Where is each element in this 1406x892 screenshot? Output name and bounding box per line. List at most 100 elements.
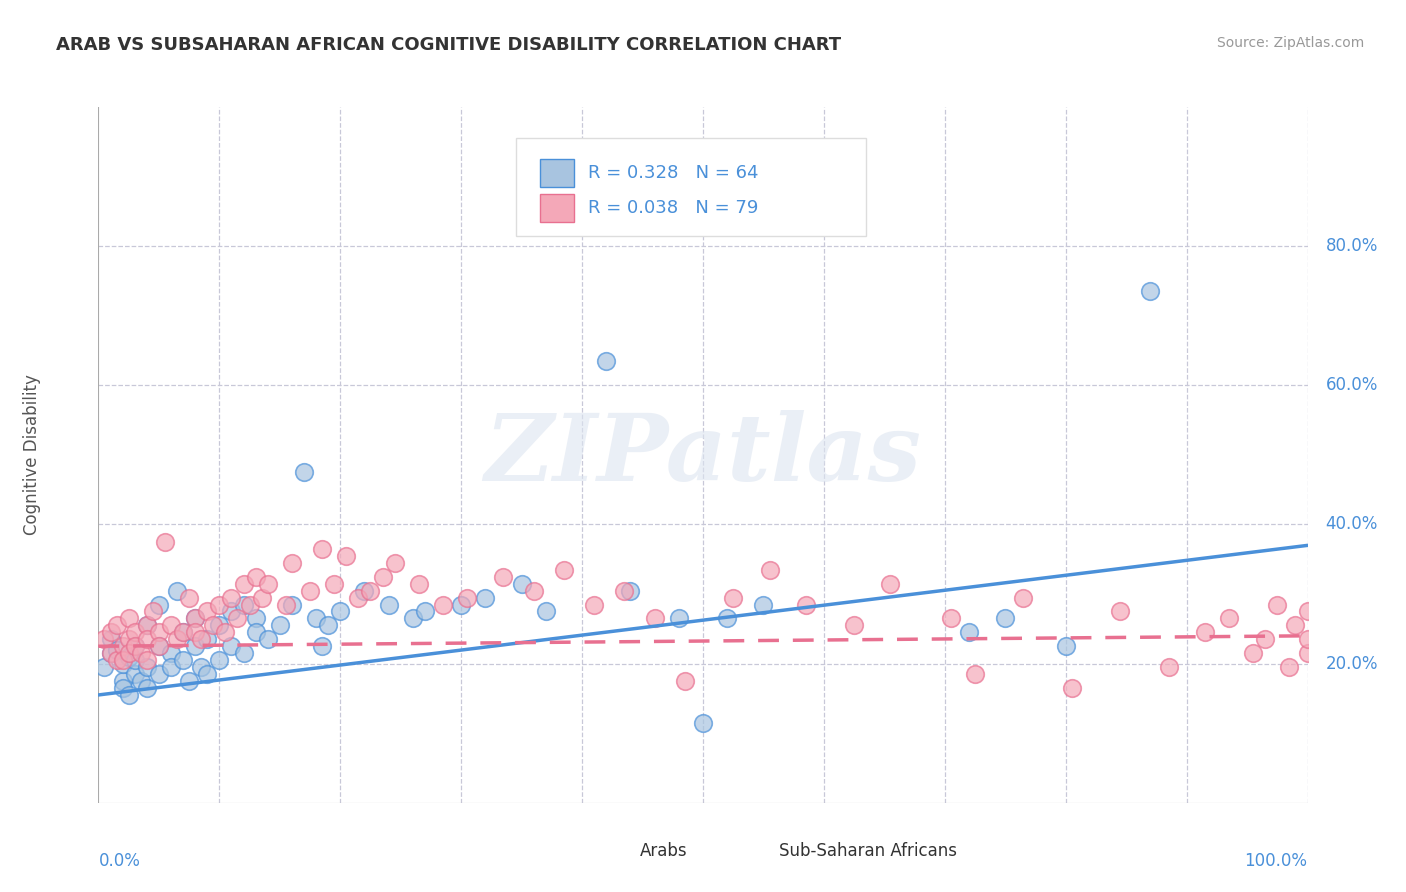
Point	[172, 625, 194, 640]
Point	[965, 667, 987, 681]
Point	[124, 625, 146, 640]
Point	[208, 598, 231, 612]
Point	[377, 598, 399, 612]
Point	[177, 591, 201, 605]
Point	[298, 583, 321, 598]
Point	[142, 605, 165, 619]
Point	[879, 576, 901, 591]
Point	[111, 681, 134, 695]
Point	[135, 653, 157, 667]
Point	[534, 605, 557, 619]
Text: ZIPatlas: ZIPatlas	[485, 410, 921, 500]
Point	[794, 598, 817, 612]
Point	[93, 660, 115, 674]
Point	[450, 598, 472, 612]
Point	[118, 688, 141, 702]
Point	[111, 657, 134, 671]
Point	[1060, 681, 1083, 695]
Point	[384, 556, 406, 570]
Point	[1157, 660, 1180, 674]
Point	[281, 556, 304, 570]
Point	[371, 570, 394, 584]
Point	[644, 611, 666, 625]
Text: 40.0%: 40.0%	[1326, 516, 1378, 533]
Point	[844, 618, 866, 632]
Point	[129, 646, 152, 660]
Point	[1012, 591, 1035, 605]
Point	[160, 660, 183, 674]
Point	[523, 583, 546, 598]
Point	[402, 611, 425, 625]
Point	[311, 541, 333, 556]
Point	[245, 570, 267, 584]
Point	[166, 632, 188, 647]
Point	[93, 632, 115, 647]
Point	[1241, 646, 1264, 660]
Point	[613, 583, 636, 598]
Point	[274, 598, 297, 612]
Point	[716, 611, 738, 625]
Point	[456, 591, 478, 605]
Point	[245, 611, 267, 625]
Text: R = 0.328   N = 64: R = 0.328 N = 64	[588, 164, 759, 182]
Point	[172, 653, 194, 667]
Point	[202, 618, 225, 632]
Point	[413, 605, 436, 619]
FancyBboxPatch shape	[745, 839, 772, 862]
Point	[124, 639, 146, 653]
Point	[124, 667, 146, 681]
Text: ARAB VS SUBSAHARAN AFRICAN COGNITIVE DISABILITY CORRELATION CHART: ARAB VS SUBSAHARAN AFRICAN COGNITIVE DIS…	[56, 36, 841, 54]
Point	[492, 570, 515, 584]
Point	[1296, 632, 1319, 647]
Point	[305, 611, 328, 625]
Point	[595, 354, 617, 368]
Point	[118, 646, 141, 660]
Point	[1296, 646, 1319, 660]
Point	[221, 591, 243, 605]
Point	[221, 639, 243, 653]
Text: 20.0%: 20.0%	[1326, 655, 1378, 673]
Point	[723, 591, 745, 605]
Point	[281, 598, 304, 612]
Point	[673, 674, 696, 689]
Point	[118, 611, 141, 625]
Point	[160, 618, 183, 632]
Point	[100, 632, 122, 647]
Point	[256, 632, 278, 647]
Point	[118, 649, 141, 664]
Text: 60.0%: 60.0%	[1326, 376, 1378, 394]
Point	[510, 576, 533, 591]
Point	[184, 611, 207, 625]
Point	[124, 653, 146, 667]
Point	[111, 674, 134, 689]
Point	[105, 653, 128, 667]
Point	[184, 625, 207, 640]
Point	[148, 667, 170, 681]
Point	[214, 625, 236, 640]
Point	[148, 639, 170, 653]
Point	[1265, 598, 1288, 612]
Point	[292, 466, 315, 480]
Point	[1139, 285, 1161, 299]
Point	[347, 591, 370, 605]
Point	[335, 549, 357, 563]
Point	[153, 535, 176, 549]
FancyBboxPatch shape	[606, 839, 633, 862]
Point	[190, 632, 212, 647]
Point	[232, 646, 254, 660]
Point	[245, 625, 267, 640]
Point	[1278, 660, 1301, 674]
Point	[100, 646, 122, 660]
Point	[232, 598, 254, 612]
Text: 80.0%: 80.0%	[1326, 237, 1378, 255]
Point	[432, 598, 454, 612]
Point	[100, 646, 122, 660]
Text: 100.0%: 100.0%	[1244, 852, 1308, 870]
Point	[148, 625, 170, 640]
Point	[360, 583, 382, 598]
Point	[195, 667, 218, 681]
Point	[1284, 618, 1306, 632]
Point	[939, 611, 962, 625]
Point	[111, 653, 134, 667]
Point	[353, 583, 375, 598]
